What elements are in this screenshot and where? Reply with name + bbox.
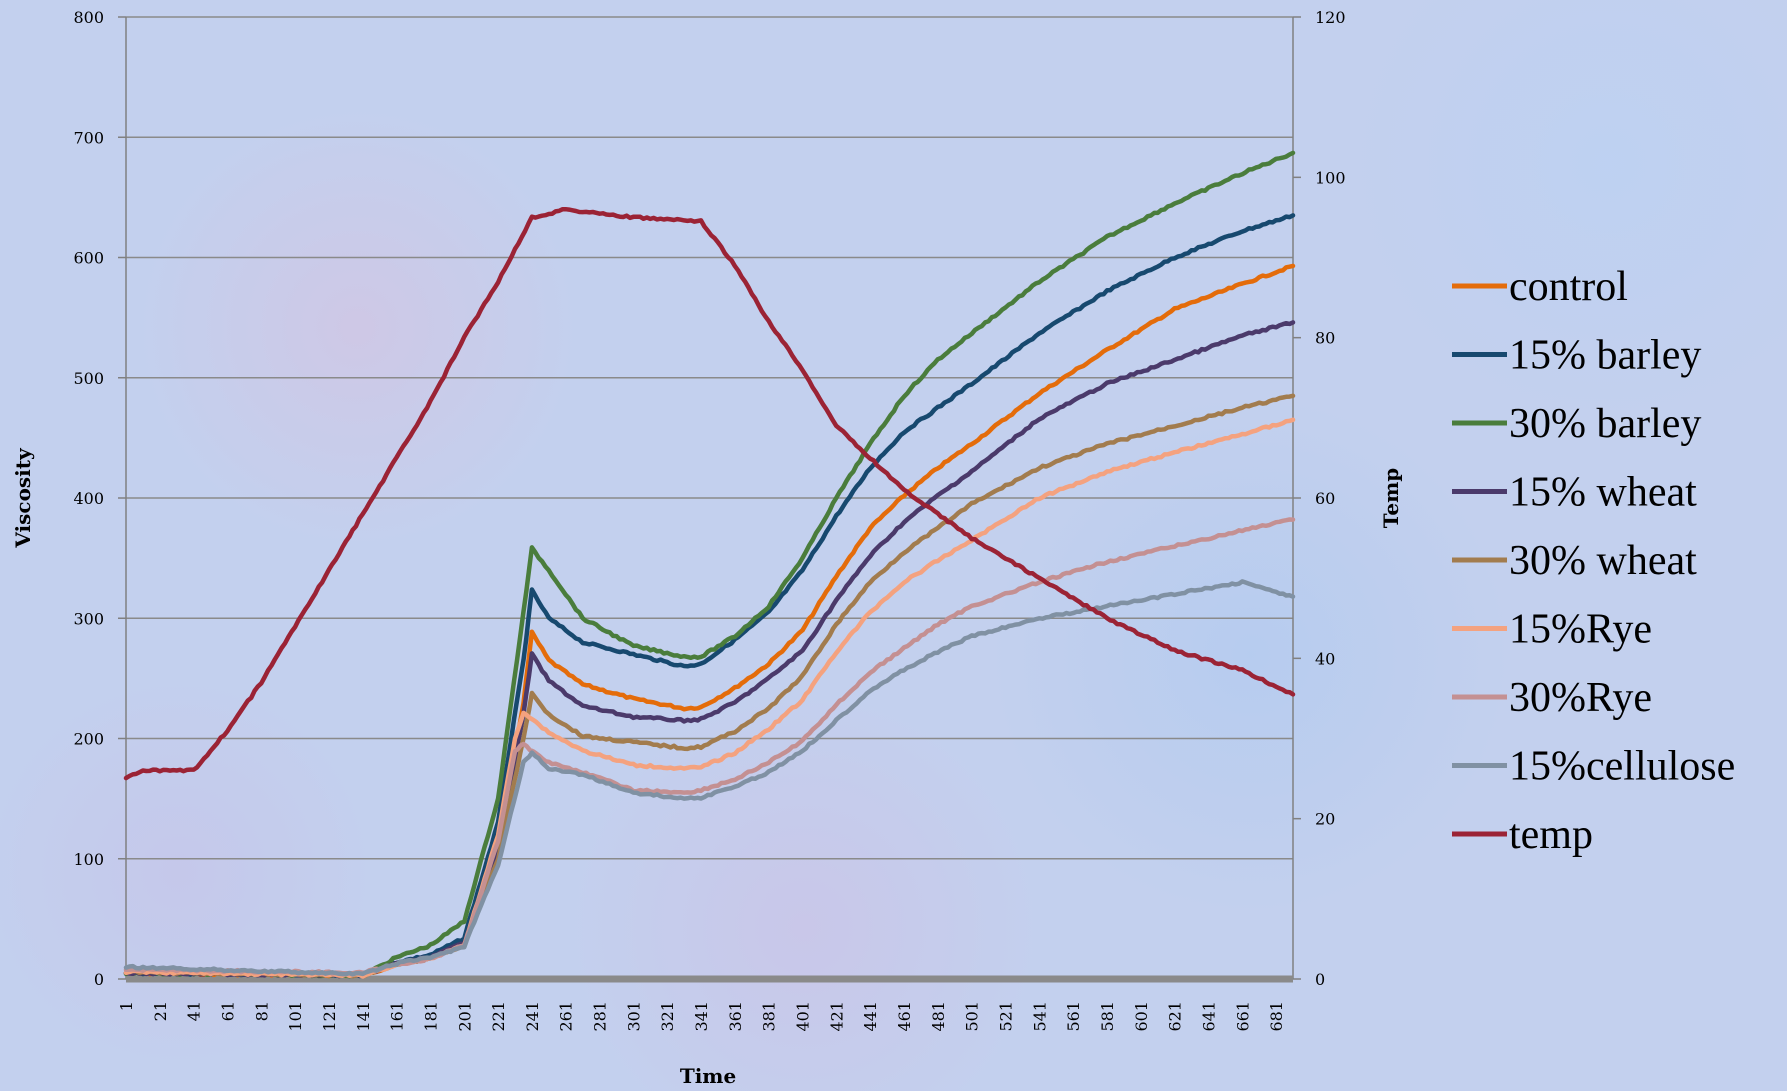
x-tick-labels: 1 21 41 61 81 101 121 141 161 181 201 221 241 261 281 3… [117, 1001, 1286, 1032]
y-tick-label: 300 [73, 609, 104, 628]
y2-tick-label: 0 [1315, 970, 1325, 989]
gridlines [118, 16, 1301, 980]
y-tick-label: 500 [73, 369, 104, 388]
x-tick-label: 441 [861, 1001, 880, 1032]
x-tick-label: 401 [794, 1001, 813, 1032]
y2-tick-label: 20 [1315, 810, 1335, 829]
y2-axis-title: Temp [1379, 468, 1403, 528]
x-tick-label: 101 [286, 1001, 305, 1032]
y-tick-label: 700 [73, 128, 104, 147]
x-tick-label: 361 [726, 1001, 745, 1032]
y2-tick-labels: 0 20 40 60 80 100 120 [1315, 8, 1346, 989]
y2-tick-label: 120 [1315, 8, 1346, 27]
series-line-1 [123, 213, 1296, 979]
x-tick-label: 141 [354, 1001, 373, 1032]
x-tick-label: 481 [929, 1001, 948, 1032]
series-lines [123, 150, 1296, 979]
x-tick-label: 341 [692, 1001, 711, 1032]
y-tick-label: 400 [73, 489, 104, 508]
x-tick-label: 521 [996, 1001, 1015, 1032]
x-tick-label: 221 [489, 1001, 508, 1032]
x-tick-label: 241 [523, 1001, 542, 1032]
legend-label: 15% barley [1509, 333, 1701, 379]
legend: control 15% barley 30% barley 15% wheat 30% … [1452, 264, 1735, 858]
series-line-7 [123, 579, 1296, 977]
x-tick-label: 201 [455, 1001, 474, 1032]
x-axis-title: Time [680, 1064, 736, 1088]
y-tick-label: 800 [73, 8, 104, 27]
y2-tick-label: 40 [1315, 649, 1335, 668]
series-line-5 [123, 417, 1296, 979]
x-tick-label: 621 [1166, 1001, 1185, 1032]
x-tick-label: 181 [421, 1001, 440, 1032]
y2-tick-label: 100 [1315, 168, 1346, 187]
x-tick-label: 501 [963, 1001, 982, 1032]
legend-label: 15% wheat [1509, 470, 1697, 516]
legend-label: 30% wheat [1509, 538, 1697, 584]
x-tick-label: 561 [1064, 1001, 1083, 1032]
y2-tick-label: 60 [1315, 489, 1335, 508]
x-tick-label: 161 [388, 1001, 407, 1032]
series-line-0 [123, 263, 1296, 979]
x-tick-label: 21 [151, 1001, 170, 1021]
x-tick-label: 41 [185, 1001, 204, 1021]
y-tick-labels: 0 100 200 300 400 500 600 700 800 [73, 8, 104, 989]
x-tick-label: 1 [117, 1001, 136, 1011]
x-tick-label: 661 [1233, 1001, 1252, 1032]
x-tick-label: 641 [1199, 1001, 1218, 1032]
x-tick-label: 581 [1098, 1001, 1117, 1032]
x-tick-label: 601 [1132, 1001, 1151, 1032]
legend-label: 30%Rye [1509, 675, 1652, 721]
axes [125, 17, 1294, 983]
y-tick-label: 100 [73, 850, 104, 869]
series-line-2 [123, 150, 1296, 979]
series-line-8 [123, 206, 1296, 781]
x-tick-label: 281 [591, 1001, 610, 1032]
series-line-6 [123, 517, 1296, 976]
series-line-4 [123, 393, 1296, 979]
x-tick-label: 421 [827, 1001, 846, 1032]
x-tick-label: 81 [252, 1001, 271, 1021]
legend-label: temp [1509, 812, 1593, 858]
x-tick-label: 301 [624, 1001, 643, 1032]
y2-tick-label: 80 [1315, 329, 1335, 348]
x-tick-label: 321 [658, 1001, 677, 1032]
x-tick-label: 121 [320, 1001, 339, 1032]
y-axis-title: Viscosity [11, 447, 35, 549]
y-tick-label: 200 [73, 730, 104, 749]
legend-label: 15%Rye [1509, 607, 1652, 653]
x-tick-label: 541 [1030, 1001, 1049, 1032]
x-tick-label: 261 [557, 1001, 576, 1032]
x-tick-label: 61 [218, 1001, 237, 1021]
x-tick-label: 381 [760, 1001, 779, 1032]
y-tick-label: 0 [94, 970, 104, 989]
x-tick-label: 681 [1267, 1001, 1286, 1032]
legend-label: control [1509, 264, 1628, 310]
x-tick-label: 461 [895, 1001, 914, 1032]
y-tick-label: 600 [73, 249, 104, 268]
legend-label: 15%cellulose [1509, 744, 1735, 790]
legend-label: 30% barley [1509, 401, 1701, 447]
